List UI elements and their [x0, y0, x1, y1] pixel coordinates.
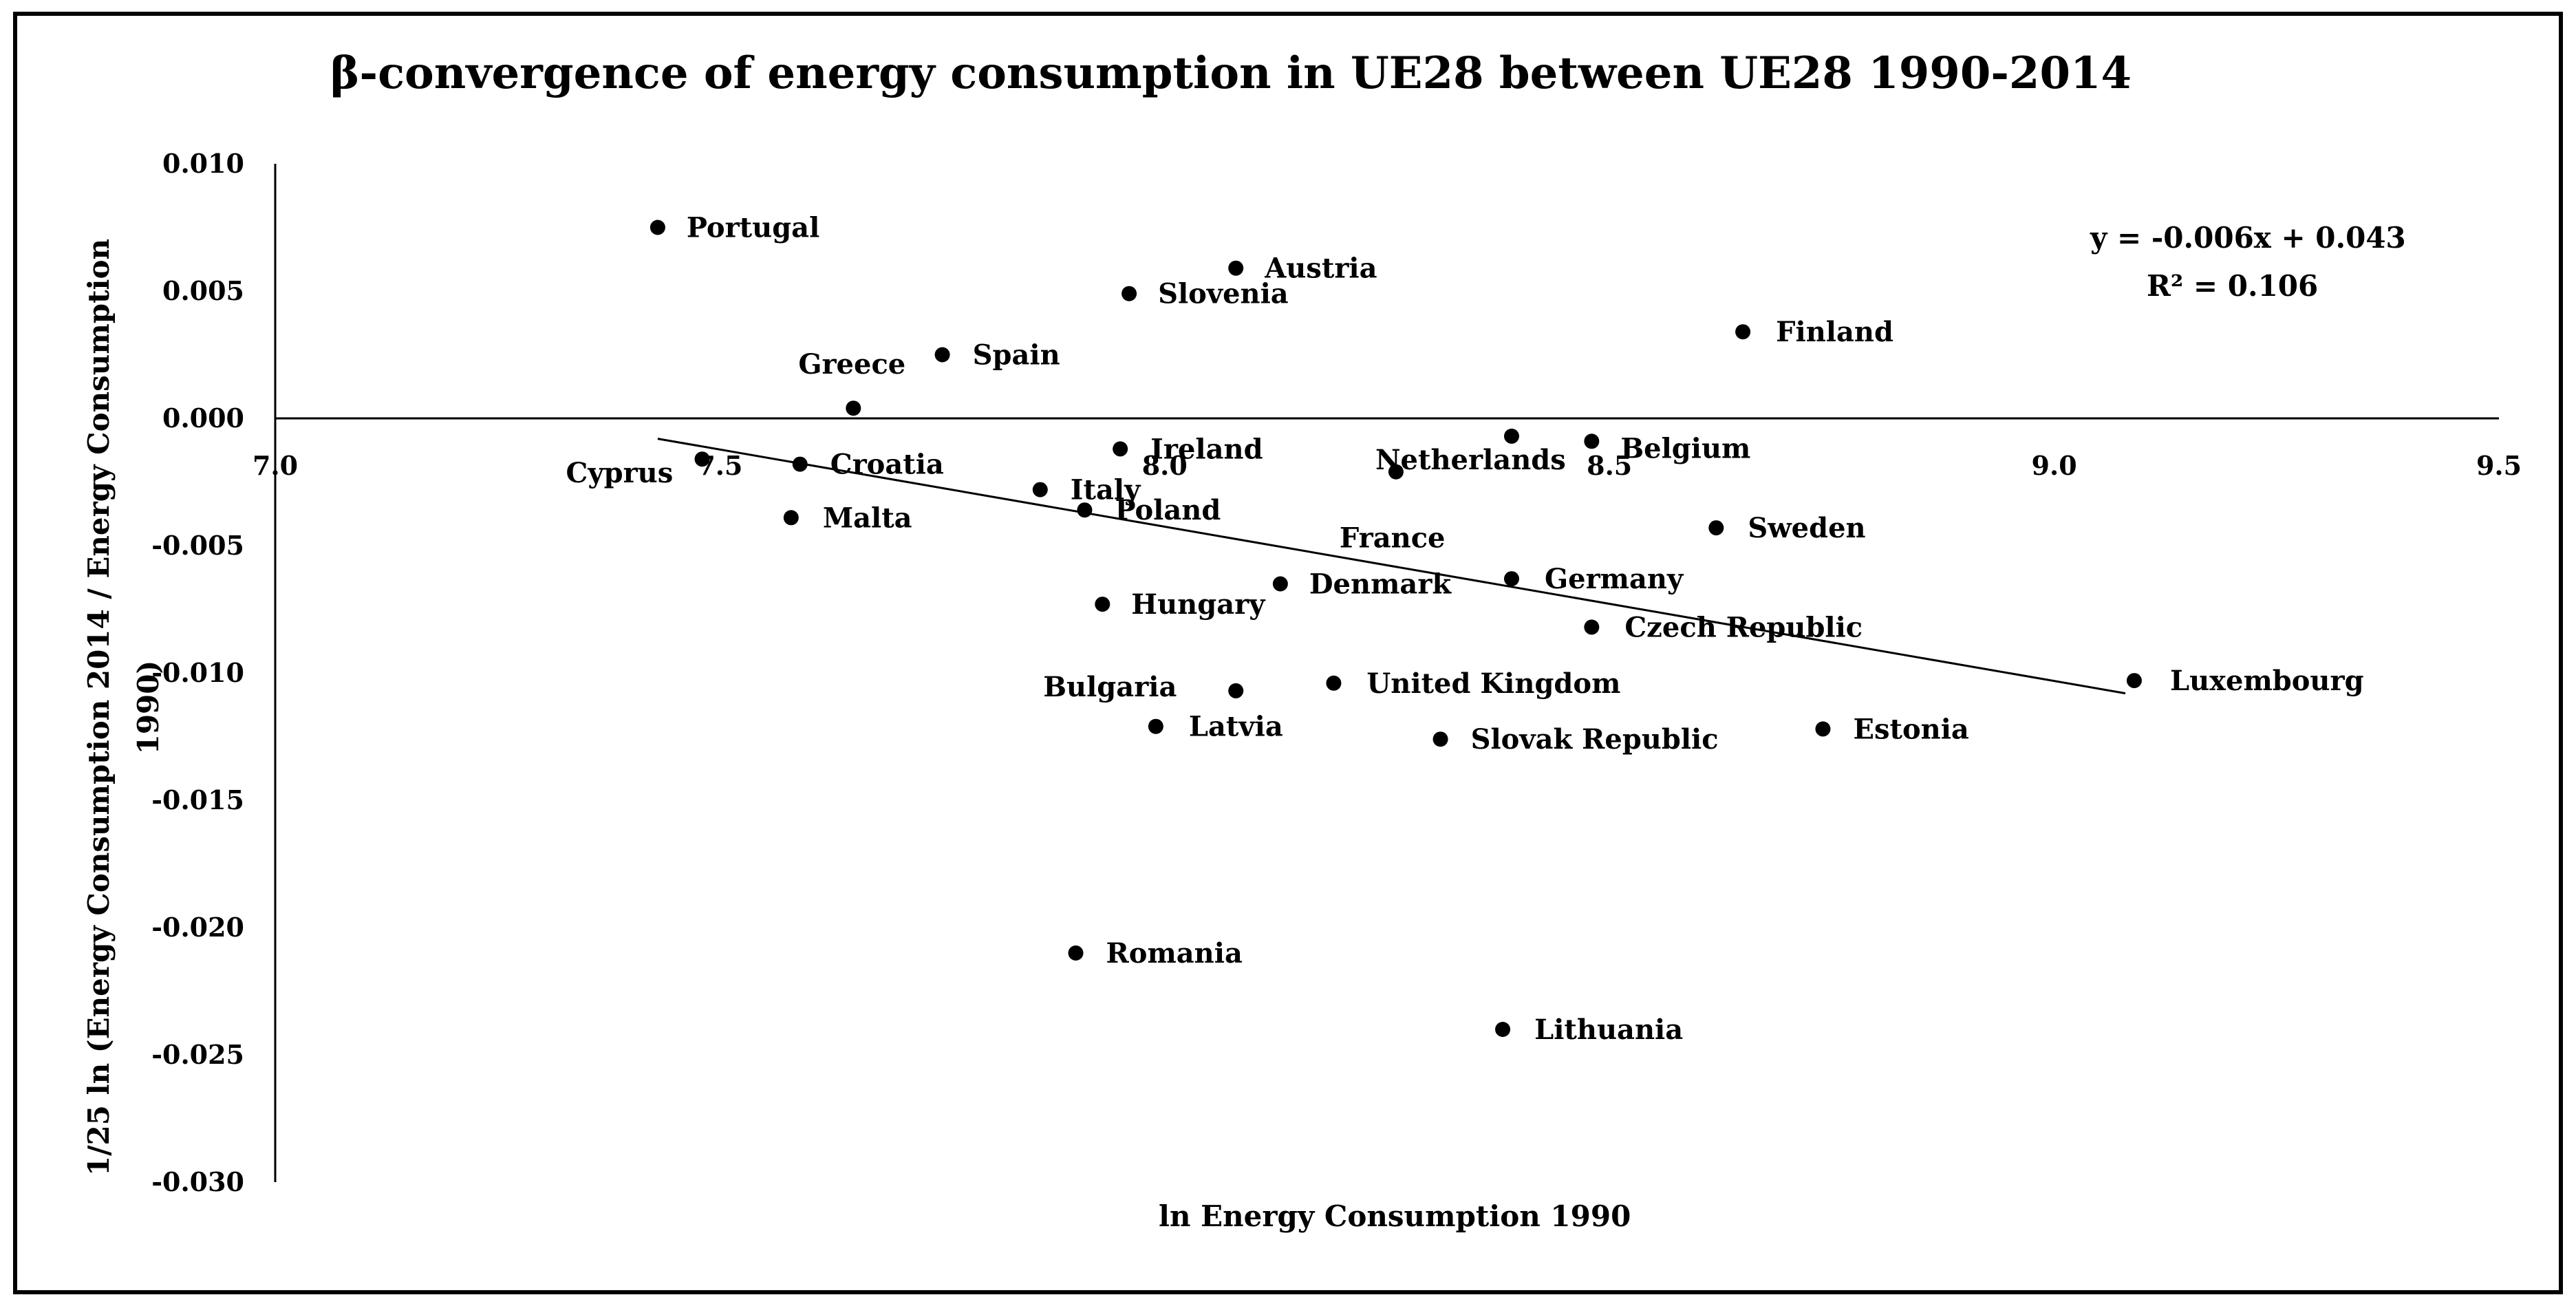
point-label: Cyprus	[566, 457, 674, 489]
point-label: Sweden	[1748, 512, 1865, 544]
point-label: Czech Republic	[1624, 611, 1863, 643]
data-point	[1113, 441, 1128, 457]
trend-line	[657, 438, 2126, 695]
data-point	[1326, 675, 1342, 691]
point-label: Finland	[1776, 316, 1893, 348]
point-label: Germany	[1545, 563, 1684, 595]
data-point	[846, 400, 861, 416]
point-label: Slovenia	[1158, 278, 1289, 310]
data-point	[694, 451, 710, 467]
point-label: Luxembourg	[2170, 665, 2364, 697]
data-point	[650, 220, 665, 235]
point-label: Latvia	[1189, 711, 1283, 743]
point-label: Lithuania	[1534, 1014, 1683, 1046]
y-tick-label: -0.020	[151, 912, 244, 943]
data-point	[1272, 576, 1288, 592]
data-point	[1735, 324, 1751, 340]
y-axis-title-line1: 1/25 ln (Energy Consumption 2014 / Energ…	[82, 239, 116, 1176]
data-point	[1077, 502, 1093, 518]
y-tick-label: -0.010	[151, 657, 244, 688]
data-point	[1121, 286, 1137, 301]
point-label: Slovak Republic	[1471, 723, 1719, 756]
point-label: Hungary	[1131, 588, 1266, 621]
y-tick-labels: 0.010 0.005 0.000 -0.005 -0.010 -0.015 -0.020 -…	[151, 148, 244, 1197]
data-points	[650, 220, 2142, 1037]
point-label: United Kingdom	[1366, 667, 1620, 700]
data-point	[1503, 428, 1519, 444]
point-label: Croatia	[830, 449, 944, 481]
point-label: Austria	[1264, 253, 1377, 285]
y-tick-label: 0.000	[162, 403, 244, 433]
data-point	[1068, 945, 1084, 961]
x-axis-title: ln Energy Consumption 1990	[1159, 1199, 1631, 1233]
x-tick-label: 9.5	[2476, 450, 2522, 481]
y-tick-label: -0.025	[151, 1039, 244, 1070]
y-tick-label: 0.005	[162, 275, 244, 306]
point-label: Poland	[1115, 494, 1221, 526]
data-point	[1228, 683, 1244, 698]
point-label: Greece	[798, 348, 905, 381]
r-squared: R² = 0.106	[2147, 269, 2318, 303]
point-label: Portugal	[687, 212, 819, 244]
y-tick-label: 0.010	[162, 148, 244, 179]
data-point	[1095, 597, 1110, 612]
y-tick-label: -0.015	[151, 784, 244, 815]
x-tick-label: 8.0	[1142, 450, 1188, 481]
y-tick-label: -0.030	[151, 1166, 244, 1197]
point-label: Belgium	[1620, 432, 1750, 464]
point-label: Italy	[1071, 474, 1141, 506]
chart-title: β-convergence of energy consumption in U…	[330, 47, 2132, 99]
point-label: Romania	[1106, 937, 1243, 970]
x-tick-label: 7.0	[253, 450, 298, 481]
y-tick-label: -0.005	[151, 530, 244, 561]
y-axis-title-line2: 1990)	[131, 661, 165, 755]
trend-equation: y = -0.006x + 0.043	[2090, 221, 2406, 255]
data-point	[1815, 721, 1831, 737]
data-point	[2126, 673, 2142, 689]
x-tick-label: 8.5	[1587, 450, 1632, 481]
point-label: Bulgaria	[1043, 671, 1177, 703]
data-point	[783, 510, 799, 526]
point-label: Spain	[973, 339, 1060, 372]
point-label: Netherlands	[1375, 444, 1566, 476]
x-tick-label: 9.0	[2032, 450, 2077, 481]
data-point	[1584, 433, 1600, 449]
data-point	[1708, 520, 1724, 536]
data-point	[1228, 260, 1244, 276]
chart-frame	[13, 12, 2563, 1294]
data-point	[1584, 619, 1600, 635]
point-label: Ireland	[1150, 433, 1263, 465]
data-point	[1432, 731, 1448, 747]
data-point	[1503, 571, 1519, 587]
point-label: Malta	[823, 502, 912, 534]
data-point	[934, 347, 950, 363]
data-point	[1388, 464, 1404, 480]
data-point	[1032, 482, 1048, 497]
point-label: Denmark	[1309, 568, 1452, 601]
data-point	[792, 456, 808, 472]
point-label: France	[1340, 522, 1446, 555]
data-point	[1495, 1022, 1511, 1037]
data-point	[1148, 718, 1163, 734]
point-label: Estonia	[1853, 713, 1968, 745]
